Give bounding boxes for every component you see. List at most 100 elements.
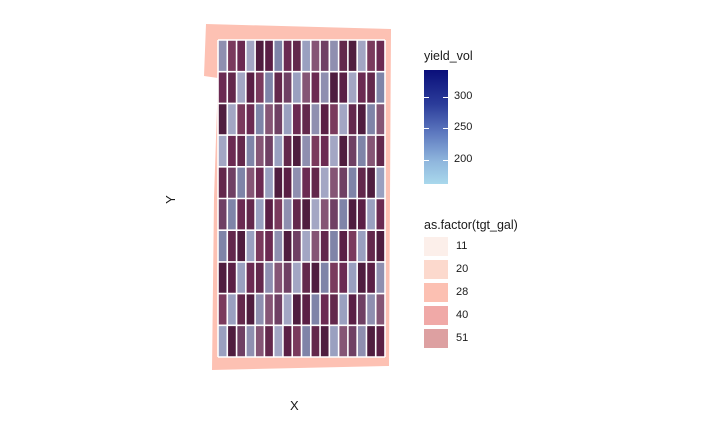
- trial-plot-cell: [347, 261, 358, 294]
- trial-plot-cell: [357, 230, 367, 262]
- trial-plot-cell: [227, 293, 237, 326]
- trial-plot-cell: [245, 230, 256, 262]
- trial-plot-cell: [227, 230, 237, 262]
- trial-plot-cell: [282, 261, 293, 294]
- trial-plot-cell: [292, 166, 302, 199]
- trial-plot-cell: [338, 71, 348, 104]
- trial-plot-cell: [366, 103, 376, 136]
- trial-plot-cell: [301, 325, 311, 357]
- trial-plot-cell: [236, 135, 246, 167]
- colorbar-tick-mark: [424, 160, 429, 161]
- trial-plot-cell: [292, 71, 302, 104]
- tgt-legend-swatch: [424, 329, 448, 348]
- trial-plot-cell: [366, 325, 376, 357]
- trial-plot-cell: [338, 198, 348, 231]
- trial-plot-cell: [292, 293, 302, 326]
- trial-plot-cell: [320, 40, 330, 72]
- trial-plot-cell: [338, 261, 348, 294]
- tgt-legend-label: 11: [456, 240, 468, 252]
- trial-plot-cell: [301, 71, 311, 104]
- trial-plot-cell: [292, 261, 302, 294]
- trial-plot-cell: [338, 135, 348, 167]
- trial-plot-cell: [292, 325, 302, 357]
- trial-plot-cell: [218, 198, 228, 231]
- trial-plot-cell: [245, 103, 256, 136]
- trial-plot-cell: [227, 261, 237, 294]
- tgt-legend-label: 28: [456, 286, 469, 298]
- y-axis-title: Y: [162, 195, 178, 204]
- trial-plot-cell: [218, 230, 228, 262]
- trial-plot-cell: [320, 293, 330, 326]
- trial-plot-cell: [320, 261, 330, 294]
- trial-plot-cell: [320, 166, 330, 199]
- trial-plot-cell: [375, 166, 385, 199]
- trial-plot-cell: [357, 71, 367, 104]
- trial-plots: [218, 40, 385, 357]
- trial-plot-cell: [236, 261, 246, 294]
- trial-plot-cell: [347, 103, 358, 136]
- trial-plot-cell: [338, 166, 348, 199]
- trial-plot-cell: [310, 71, 321, 104]
- trial-plot-cell: [329, 40, 339, 72]
- trial-plot-cell: [329, 103, 339, 136]
- trial-plot-cell: [366, 135, 376, 167]
- trial-plot-cell: [375, 40, 385, 72]
- trial-plot-cell: [375, 135, 385, 167]
- trial-plot-cell: [375, 293, 385, 326]
- tgt-legend-label: 40: [456, 309, 469, 321]
- trial-plot-cell: [375, 261, 385, 294]
- trial-plot-cell: [310, 135, 321, 167]
- trial-plot-cell: [347, 230, 358, 262]
- trial-plot-cell: [338, 103, 348, 136]
- trial-plot-cell: [273, 40, 283, 72]
- trial-plot-cell: [245, 293, 256, 326]
- trial-plot-cell: [329, 325, 339, 357]
- trial-plot-cell: [255, 261, 265, 294]
- trial-plot-cell: [273, 261, 283, 294]
- trial-plot-cell: [320, 230, 330, 262]
- trial-plot-cell: [227, 40, 237, 72]
- colorbar-tick-label: 200: [454, 153, 473, 165]
- trial-plot-cell: [236, 230, 246, 262]
- trial-plot-cell: [273, 166, 283, 199]
- trial-plot-cell: [236, 198, 246, 231]
- trial-plot-cell: [264, 325, 274, 357]
- trial-plot-cell: [338, 40, 348, 72]
- trial-plot-cell: [347, 198, 358, 231]
- trial-plot-cell: [357, 261, 367, 294]
- trial-plot-cell: [264, 198, 274, 231]
- trial-plot-cell: [347, 166, 358, 199]
- x-axis-title: X: [290, 398, 299, 413]
- trial-plot-cell: [329, 198, 339, 231]
- trial-plot-cell: [245, 166, 256, 199]
- colorbar-tick-mark: [443, 97, 448, 98]
- trial-plot-cell: [227, 325, 237, 357]
- trial-plot-cell: [292, 40, 302, 72]
- trial-plot-cell: [264, 230, 274, 262]
- tgt-legend-swatch: [424, 260, 448, 279]
- trial-plot-cell: [301, 198, 311, 231]
- trial-plot-cell: [301, 261, 311, 294]
- trial-plot-cell: [245, 325, 256, 357]
- trial-plot-cell: [320, 325, 330, 357]
- trial-plot-cell: [218, 103, 228, 136]
- trial-plot-cell: [245, 135, 256, 167]
- trial-plot-cell: [357, 103, 367, 136]
- trial-plot-cell: [255, 293, 265, 326]
- trial-plot-cell: [255, 135, 265, 167]
- trial-plot-cell: [366, 40, 376, 72]
- trial-plot-cell: [310, 103, 321, 136]
- trial-plot-cell: [375, 230, 385, 262]
- trial-plot-cell: [329, 293, 339, 326]
- trial-plot-cell: [338, 293, 348, 326]
- trial-plot-cell: [292, 230, 302, 262]
- trial-plot-cell: [264, 40, 274, 72]
- trial-plot-cell: [357, 325, 367, 357]
- trial-plot-cell: [282, 198, 293, 231]
- trial-plot-cell: [375, 103, 385, 136]
- trial-plot-cell: [357, 198, 367, 231]
- colorbar-tick-mark: [424, 128, 429, 129]
- trial-plot-cell: [218, 261, 228, 294]
- trial-plot-cell: [273, 198, 283, 231]
- colorbar-tick-mark: [443, 128, 448, 129]
